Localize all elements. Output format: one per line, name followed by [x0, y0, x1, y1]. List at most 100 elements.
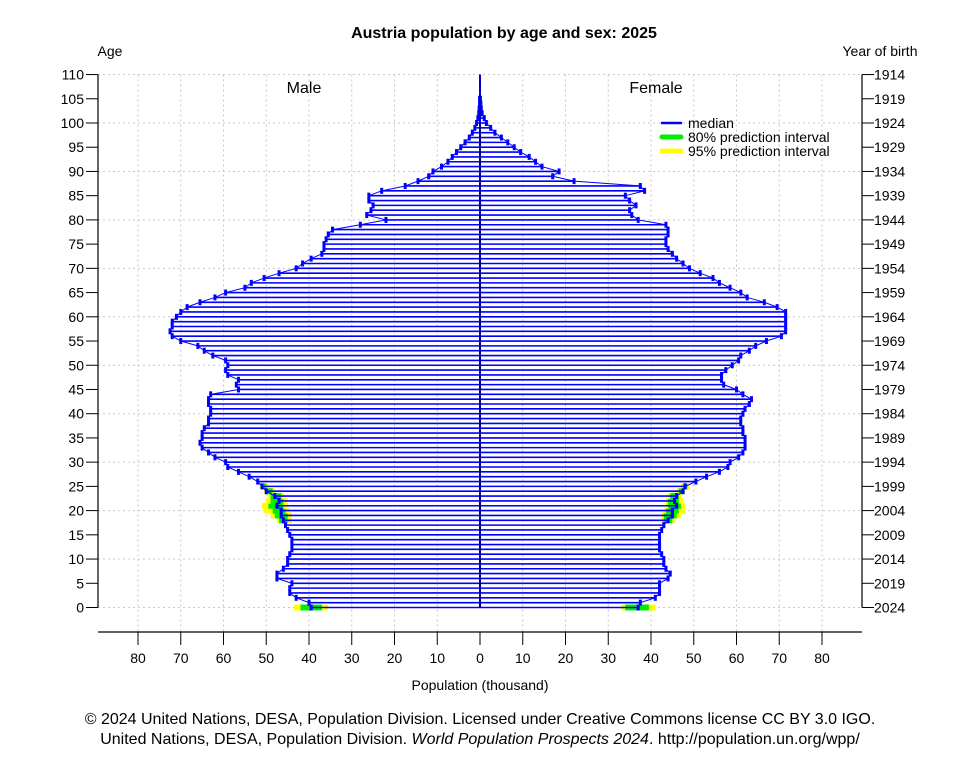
bar-connector: [640, 597, 656, 604]
y-tick-label-right: 2024: [874, 600, 905, 616]
bar-connector: [295, 597, 310, 604]
bar-connector: [494, 132, 502, 138]
bar-connector: [447, 156, 453, 163]
x-tick-label: 10: [515, 650, 531, 666]
bar-connector: [665, 243, 669, 250]
bar-connector: [729, 287, 741, 294]
y-tick-label-right: 1929: [874, 139, 905, 155]
bar-connector: [481, 113, 485, 119]
bar-connector: [201, 447, 209, 453]
bar-connector: [676, 258, 684, 264]
y-tick-label-left: 0: [76, 600, 84, 616]
y-tick-label-left: 55: [68, 333, 84, 349]
x-tick-label: 40: [301, 650, 317, 666]
bar-connector: [667, 515, 673, 521]
bar-connector: [663, 563, 667, 569]
bar-connector: [308, 602, 312, 608]
bar-connector: [513, 146, 521, 153]
bar-connector: [464, 137, 470, 143]
y-tick-label-right: 2004: [874, 503, 905, 519]
chart-title: Austria population by age and sex: 2025: [351, 25, 657, 42]
bar-connector: [244, 282, 252, 289]
bar-connector: [169, 331, 173, 337]
footer-license: © 2024 United Nations, DESA, Population …: [0, 710, 960, 730]
y-tick-label-right: 1914: [874, 67, 905, 83]
y-tick-label-left: 5: [76, 575, 84, 591]
bar-connector: [325, 234, 329, 240]
panel-label-male: Male: [287, 80, 322, 97]
bar-connector: [327, 229, 333, 235]
y-tick-label-left: 75: [68, 236, 84, 252]
bar-connector: [276, 577, 293, 584]
y-tick-label-right: 1944: [874, 212, 905, 228]
bar-connector: [740, 292, 748, 298]
y-tick-label-left: 45: [68, 381, 84, 397]
bar-connector: [225, 360, 229, 366]
y-tick-label-right: 1994: [874, 454, 905, 470]
bars-group: [168, 74, 788, 611]
bar-connector: [706, 471, 720, 478]
bar-connector: [738, 355, 742, 361]
bar-connector: [302, 258, 312, 264]
y-tick-label-left: 85: [68, 188, 84, 204]
x-tick-label: 50: [686, 650, 702, 666]
footer-citation: United Nations, DESA, Population Divisio…: [0, 730, 960, 750]
bar-connector: [332, 224, 361, 231]
bar-connector: [274, 495, 280, 502]
y-tick-label-left: 20: [68, 503, 84, 519]
y-tick-label-left: 90: [68, 163, 84, 179]
bar-connector: [366, 214, 387, 221]
bar-connector: [176, 311, 182, 318]
bar-connector: [672, 505, 678, 511]
bar-connector: [368, 190, 382, 197]
bar-connector: [719, 466, 729, 473]
population-pyramid-chart: Austria population by age and sex: 2025 …: [61, 25, 918, 693]
y-tick-label-left: 10: [68, 551, 84, 567]
bar-connector: [776, 306, 786, 313]
bar-connector: [744, 403, 750, 410]
y-tick-label-right: 1989: [874, 430, 905, 446]
bar-connector: [171, 335, 181, 342]
bar-connector: [661, 524, 665, 531]
y-tick-label-right: 1959: [874, 285, 905, 301]
y-tick-label-left: 50: [68, 357, 84, 373]
bar-connector: [199, 437, 203, 443]
bar-connector: [574, 180, 641, 187]
bar-connector: [360, 219, 387, 226]
bar-connector: [667, 248, 673, 255]
y-tick-label-left: 80: [68, 212, 84, 228]
y-tick-label-right: 1919: [874, 91, 905, 107]
bar-connector: [214, 456, 226, 463]
bar-connector: [712, 277, 720, 284]
bar-connector: [736, 389, 744, 395]
footer-line1: © 2024 United Nations, DESA, Population …: [84, 711, 876, 728]
y-tick-label-right: 1964: [874, 309, 905, 325]
bar-connector: [625, 190, 645, 197]
bar-connector: [235, 379, 239, 385]
bar-connector: [740, 423, 744, 429]
bar-connector: [381, 185, 406, 192]
bar-connector: [638, 219, 667, 226]
bar-connector: [740, 413, 744, 419]
x-tick-label: 40: [643, 650, 659, 666]
x-tick-label: 20: [387, 650, 403, 666]
axes-group: 1101051009590858075706560555045403530252…: [61, 67, 906, 666]
bar-connector: [287, 554, 291, 560]
bar-connector: [208, 452, 216, 458]
bar-connector: [764, 301, 778, 308]
bar-connector: [486, 122, 492, 129]
bar-connector: [323, 239, 327, 245]
bar-connector: [441, 161, 449, 168]
x-tick-label: 0: [476, 650, 484, 666]
y-tick-label-right: 2009: [874, 527, 905, 543]
y-axis-right-label: Year of birth: [843, 43, 918, 59]
bar-connector: [278, 267, 297, 274]
y-tick-label-left: 40: [68, 406, 84, 422]
bar-connector: [725, 364, 733, 371]
bar-connector: [731, 360, 739, 366]
bar-connector: [659, 577, 669, 584]
bar-connector: [310, 253, 323, 260]
bar-connector: [321, 248, 325, 255]
x-tick-label: 50: [258, 650, 274, 666]
legend-label: median: [688, 115, 734, 131]
